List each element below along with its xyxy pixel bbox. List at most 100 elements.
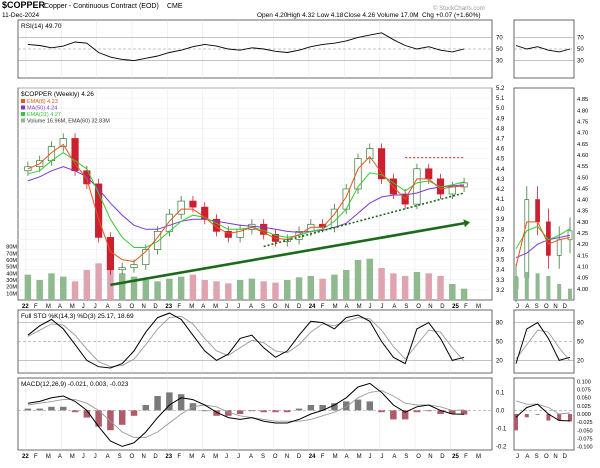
- volume-bar: [95, 263, 102, 300]
- price-ytick-8: 4.0: [496, 207, 505, 213]
- side-xlabel-4: N: [553, 304, 557, 310]
- macd-xlabel-23: D: [297, 454, 302, 460]
- legend-entry-0: EMA(8) 4.23: [27, 99, 58, 105]
- macd-histogram-bar: [295, 408, 303, 411]
- side-candle-body: [535, 199, 540, 223]
- legend-entry-3: Volume 16.96M, EMA(60) 32.83M: [27, 119, 110, 125]
- volume-bar: [36, 280, 43, 300]
- macd-histogram-bar: [342, 401, 350, 411]
- rsi-title: RSI(14) 49.70: [21, 23, 62, 30]
- macd-xlabel-31: A: [392, 454, 396, 460]
- xlabel-10: N: [141, 304, 145, 310]
- date-label: 11-Dec-2024: [2, 12, 39, 19]
- macd-xlabel-34: N: [428, 454, 432, 460]
- ohlc-low: Low 4.18: [317, 12, 344, 19]
- volume-bar: [248, 278, 256, 300]
- macd-side-xlabel-3: O: [544, 454, 549, 460]
- side-price-tick-13: 4.65: [577, 142, 588, 148]
- symbol-label: $COPPER: [2, 0, 46, 10]
- side-volume-bar: [535, 273, 540, 300]
- macd-xlabel-5: J: [82, 454, 85, 460]
- macd-xlabel-38: M: [476, 454, 481, 460]
- macd-side-ytick-4: 0.000: [577, 412, 591, 418]
- volume-tick-0: 10M: [6, 291, 17, 297]
- macd-histogram-bar: [142, 405, 150, 411]
- macd-histogram-bar: [71, 410, 79, 413]
- price-ytick-9: 4.1: [496, 197, 505, 203]
- volume-bar: [130, 276, 138, 300]
- side-price-tick-2: 4.10: [577, 265, 588, 271]
- macd-histogram-bar: [130, 410, 138, 416]
- xlabel-25: F: [321, 304, 325, 310]
- macd-xlabel-15: A: [201, 454, 205, 460]
- side-price-tick-6: 4.30: [577, 220, 588, 226]
- volume-bar: [401, 276, 409, 300]
- volume-bar: [307, 276, 315, 300]
- macd-side-histogram-bar: [514, 414, 518, 431]
- candle-body: [354, 158, 362, 190]
- volume-bar: [177, 276, 185, 300]
- xlabel-28: M: [357, 304, 362, 310]
- macd-panel-frame: [17, 377, 493, 451]
- sto-side-ytick-0: 20: [577, 358, 584, 364]
- macd-side-ytick-6: 0.050: [577, 396, 591, 402]
- macd-histogram-bar: [107, 410, 114, 431]
- price-ytick-3: 3.5: [496, 258, 505, 264]
- xlabel-19: A: [249, 304, 253, 310]
- macd-side-xlabel-0: J: [516, 454, 519, 460]
- price-ytick-17: 4.9: [496, 116, 505, 122]
- volume-bar: [390, 273, 397, 300]
- macd-xlabel-4: M: [70, 454, 75, 460]
- xlabel-2: M: [46, 304, 51, 310]
- volume-tick-5: 60M: [6, 258, 17, 264]
- xlabel-22: N: [285, 304, 289, 310]
- macd-xlabel-32: S: [404, 454, 408, 460]
- xlabel-1: F: [34, 304, 38, 310]
- macd-xlabel-18: J: [237, 454, 240, 460]
- volume-bar: [366, 258, 374, 300]
- price-ytick-7: 3.9: [496, 217, 505, 223]
- side-price-tick-9: 4.45: [577, 186, 588, 192]
- macd-xlabel-25: F: [321, 454, 325, 460]
- price-ytick-15: 4.7: [496, 136, 505, 142]
- macd-xlabel-0: 22: [22, 454, 29, 460]
- volume-bar: [48, 273, 55, 300]
- macd-side-xlabel-2: S: [535, 454, 539, 460]
- xlabel-33: O: [416, 304, 421, 310]
- volume-bar: [154, 281, 161, 300]
- rsi-side-line: [515, 45, 571, 53]
- xlabel-35: D: [440, 304, 445, 310]
- volume-tick-1: 20M: [6, 285, 17, 291]
- xlabel-21: O: [273, 304, 278, 310]
- macd-ytick-2: 0.0: [496, 408, 505, 414]
- volume-bar: [142, 280, 150, 300]
- macd-signal-line: [27, 390, 465, 438]
- side-price-tick-0: 4.00: [577, 287, 588, 293]
- xlabel-11: D: [153, 304, 158, 310]
- macd-histogram-bar: [378, 410, 385, 413]
- macd-xlabel-35: D: [440, 454, 445, 460]
- price-ytick-19: 5.1: [496, 96, 505, 102]
- macd-side-ytick-1: -0.075: [577, 437, 593, 443]
- price-ytick-5: 3.7: [496, 237, 505, 243]
- volume-bar: [225, 283, 232, 300]
- xlabel-14: M: [189, 304, 194, 310]
- volume-bar: [449, 284, 456, 300]
- xlabel-38: M: [476, 304, 481, 310]
- macd-histogram-bar: [166, 392, 173, 411]
- macd-xlabel-36: 25: [452, 454, 459, 460]
- sto-side-ytick-2: 80: [577, 321, 584, 327]
- volume-bar: [342, 270, 350, 300]
- macd-side-histogram-bar: [546, 414, 551, 421]
- sto-k-line: [27, 312, 465, 369]
- candle-body: [59, 138, 67, 147]
- xlabel-32: S: [404, 304, 408, 310]
- macd-histogram-bar: [213, 410, 220, 416]
- macd-xlabel-37: F: [464, 454, 468, 460]
- volume-bar: [425, 273, 432, 300]
- volume-bar: [260, 281, 267, 300]
- volume-tick-7: 80M: [6, 245, 17, 251]
- legend-entry-2: EMA(21) 4.27: [27, 112, 61, 118]
